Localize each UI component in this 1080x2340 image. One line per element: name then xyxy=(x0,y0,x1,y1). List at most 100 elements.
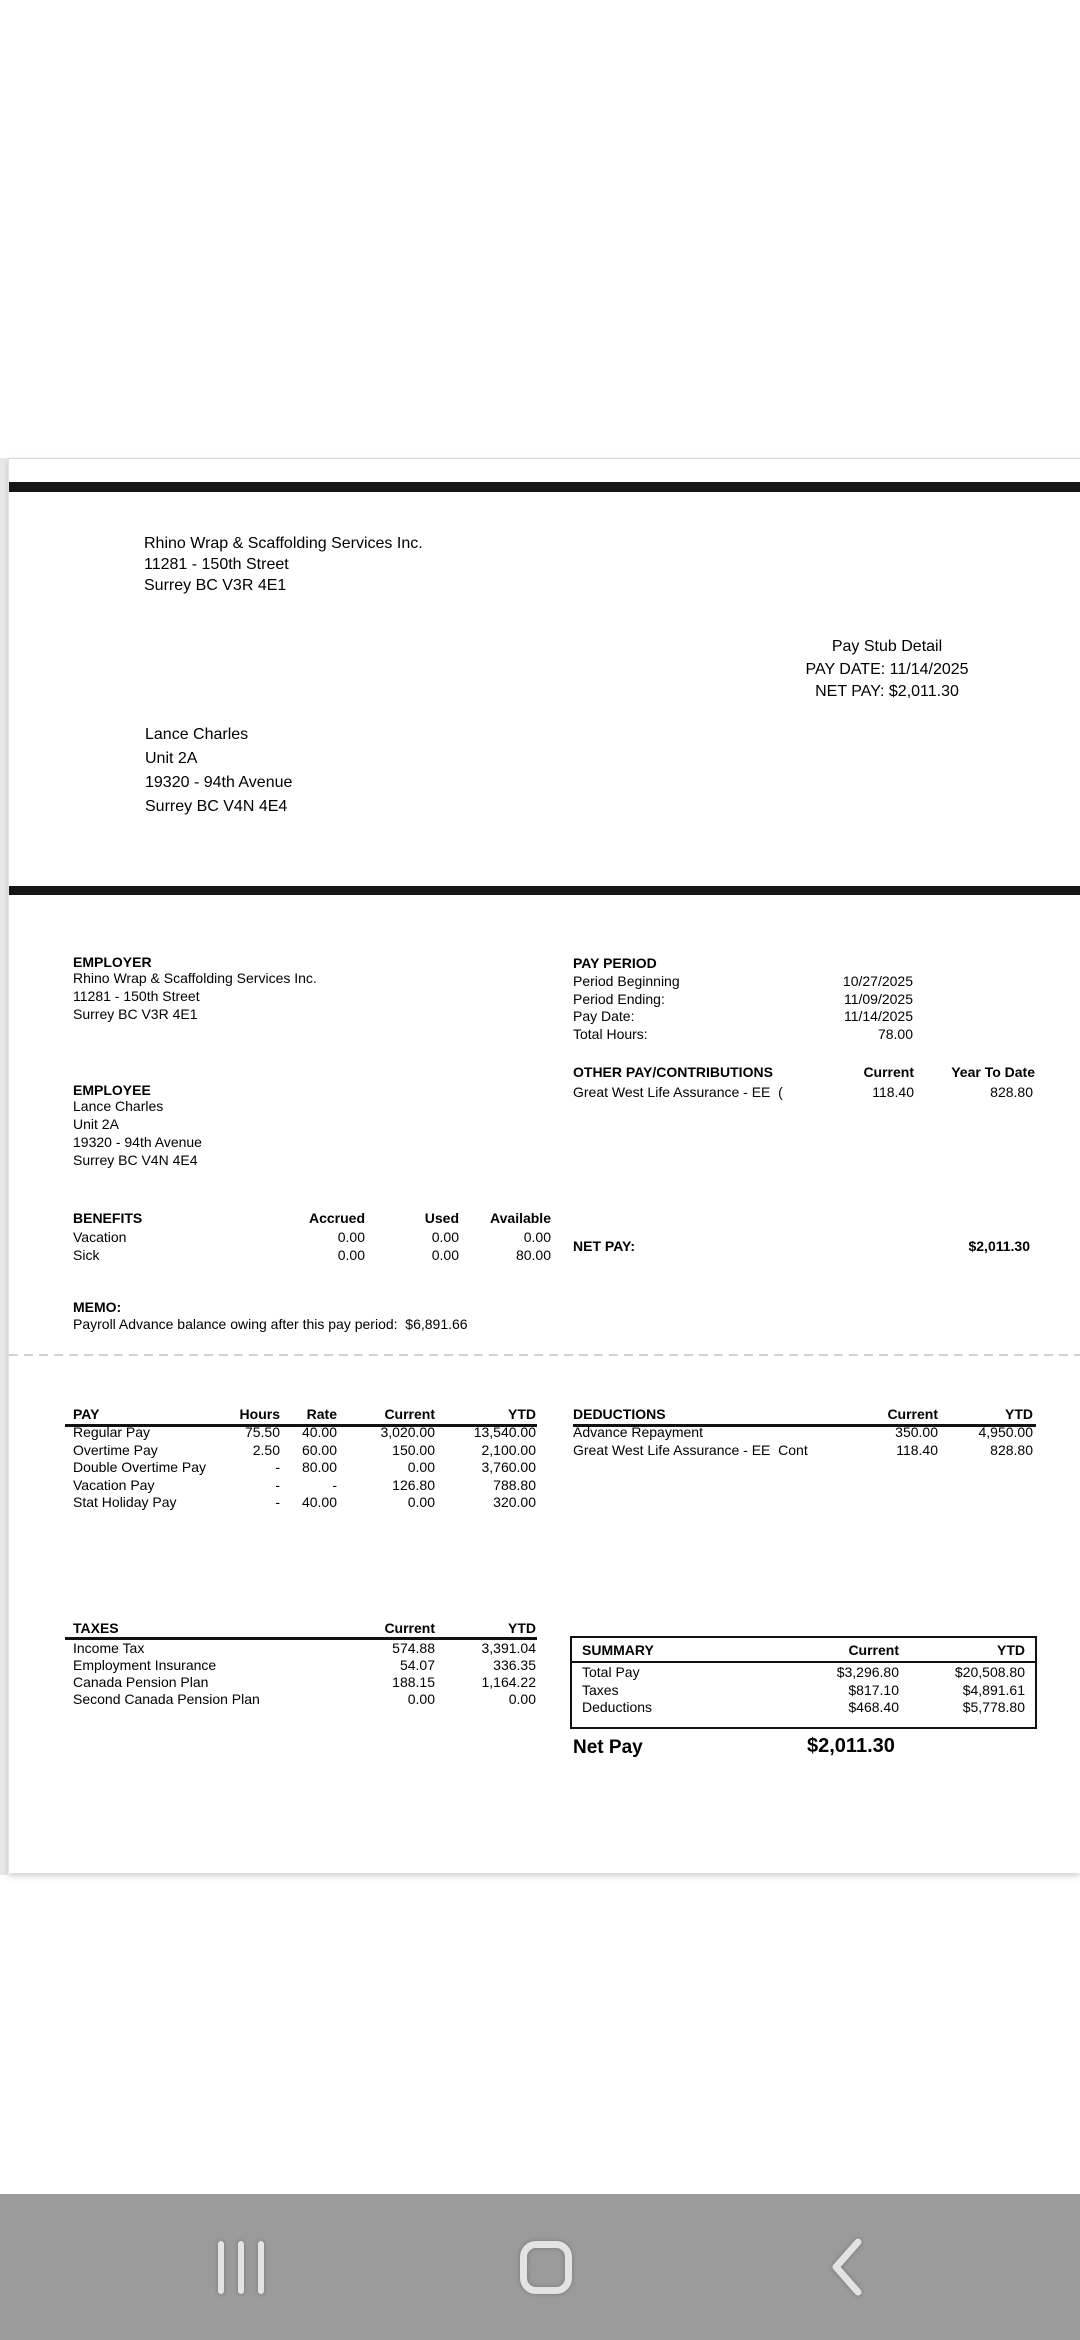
pay-row-value: 60.00 xyxy=(301,1441,337,1458)
taxes-row-label: Canada Pension Plan xyxy=(73,1674,209,1690)
back-icon xyxy=(832,2238,862,2296)
employee-street: 19320 - 94th Avenue xyxy=(145,774,293,791)
stub-net-pay: NET PAY: $2,011.30 xyxy=(815,683,959,700)
taxes-row-label: Second Canada Pension Plan xyxy=(73,1691,260,1707)
pay-row-label: Vacation Pay xyxy=(73,1476,155,1493)
recents-button[interactable] xyxy=(181,2202,301,2332)
benefits-value: 0.00 xyxy=(523,1229,551,1245)
summary-row-value: $20,508.80 xyxy=(954,1664,1025,1680)
taxes-col-ytd: YTD xyxy=(508,1620,536,1636)
employee-lines: Lance Charles Unit 2A 19320 - 94th Avenu… xyxy=(73,1098,202,1168)
net-pay-total-value: $2,011.30 xyxy=(807,1735,895,1757)
summary-row-value: $3,296.80 xyxy=(836,1664,899,1680)
summary-title: SUMMARY xyxy=(582,1642,654,1658)
benefits-col-used: Used xyxy=(424,1210,459,1226)
pay-row-value: 2,100.00 xyxy=(481,1441,537,1458)
summary-row-label: Taxes xyxy=(582,1681,619,1698)
pay-row-label: Double Overtime Pay xyxy=(73,1459,207,1475)
other-pay-row-current: 118.40 xyxy=(872,1084,914,1100)
pay-row-value: 3,760.00 xyxy=(481,1459,537,1475)
back-button[interactable] xyxy=(787,2202,907,2332)
pay-col-hours: Hours xyxy=(239,1406,280,1422)
net-pay-label: NET PAY: xyxy=(573,1238,635,1254)
summary-row-value: $468.40 xyxy=(848,1699,899,1715)
taxes-row-value: 188.15 xyxy=(392,1674,435,1690)
employee-title: EMPLOYEE xyxy=(73,1082,151,1098)
employee-city: Surrey BC V4N 4E4 xyxy=(145,798,288,815)
taxes-row-value: 1,164.22 xyxy=(481,1674,537,1690)
benefits-value: 0.00 xyxy=(337,1247,365,1263)
pay-period-values: 10/27/2025 11/09/2025 11/14/2025 78.00 xyxy=(842,973,913,1042)
stub-title: Pay Stub Detail xyxy=(831,638,943,655)
deductions-col-ytd: YTD xyxy=(1005,1406,1033,1422)
benefits-value: 0.00 xyxy=(431,1229,459,1245)
other-pay-row-ytd: 828.80 xyxy=(990,1084,1033,1100)
stub-pay-date: PAY DATE: 11/14/2025 xyxy=(805,660,969,678)
summary-row-label: Total Pay xyxy=(582,1664,640,1680)
pay-row-label: Stat Holiday Pay xyxy=(73,1494,177,1510)
summary-box: SUMMARY Current YTD Total Pay $3,296.80 … xyxy=(570,1636,1037,1729)
benefits-value: 0.00 xyxy=(337,1229,365,1245)
pay-period-title: PAY PERIOD xyxy=(573,955,657,971)
benefits-title: BENEFITS xyxy=(73,1210,143,1226)
taxes-row-label: Income Tax xyxy=(73,1640,145,1656)
divider-bar-top xyxy=(9,482,1080,492)
pay-period-labels: Period Beginning Period Ending: Pay Date… xyxy=(573,973,680,1042)
deductions-row-label: Advance Repayment xyxy=(573,1424,703,1440)
deductions-title: DEDUCTIONS xyxy=(573,1406,666,1422)
pdf-viewer-background xyxy=(0,458,8,1875)
pay-row-value: 2.50 xyxy=(252,1441,280,1458)
pay-row-value: 788.80 xyxy=(493,1476,536,1493)
net-pay-total-label: Net Pay xyxy=(573,1737,643,1758)
taxes-row-value: 0.00 xyxy=(407,1691,435,1707)
other-pay-col-current: Current xyxy=(863,1064,914,1080)
taxes-row-value: 336.35 xyxy=(493,1657,536,1673)
pay-col-ytd: YTD xyxy=(508,1406,536,1422)
divider-bar-middle xyxy=(9,886,1080,895)
pay-row-value: 0.00 xyxy=(407,1459,435,1475)
taxes-title: TAXES xyxy=(73,1620,119,1636)
benefits-col-accrued: Accrued xyxy=(308,1210,365,1226)
pay-row-value: - xyxy=(332,1476,337,1493)
summary-row-value: $4,891.61 xyxy=(962,1681,1025,1698)
pay-row-value: 13,540.00 xyxy=(473,1424,536,1440)
paystub-page[interactable]: Rhino Wrap & Scaffolding Services Inc. 1… xyxy=(8,458,1080,1873)
pay-table-title: PAY xyxy=(73,1406,100,1422)
pay-row-value: 40.00 xyxy=(301,1494,337,1510)
pay-row-label: Regular Pay xyxy=(73,1424,151,1440)
employee-address-block: Lance Charles Unit 2A 19320 - 94th Avenu… xyxy=(145,723,292,819)
benefits-col-available: Available xyxy=(490,1210,551,1226)
pay-row-value: 0.00 xyxy=(407,1494,435,1510)
pay-row-value: - xyxy=(275,1494,280,1510)
taxes-row-value: 574.88 xyxy=(392,1640,435,1656)
other-pay-col-ytd: Year To Date xyxy=(951,1064,1035,1080)
deductions-header-rule xyxy=(573,1424,1036,1427)
pay-header-rule xyxy=(65,1424,537,1427)
memo-text: Payroll Advance balance owing after this… xyxy=(73,1316,468,1332)
summary-header-rule xyxy=(572,1661,1035,1663)
home-button[interactable] xyxy=(486,2202,606,2332)
recents-icon xyxy=(218,2240,264,2294)
summary-row-label: Deductions xyxy=(582,1699,653,1715)
home-icon xyxy=(520,2240,572,2294)
company-address-block: Rhino Wrap & Scaffolding Services Inc. 1… xyxy=(144,533,423,596)
employer-title: EMPLOYER xyxy=(73,954,152,970)
employee-name: Lance Charles xyxy=(145,726,249,743)
taxes-row-label: Employment Insurance xyxy=(73,1657,217,1673)
summary-col-current: Current xyxy=(848,1642,899,1658)
memo-title: MEMO: xyxy=(73,1299,122,1315)
pay-row-label: Overtime Pay xyxy=(73,1441,158,1458)
deductions-row-value: 118.40 xyxy=(896,1441,938,1458)
company-city: Surrey BC V3R 4E1 xyxy=(144,577,287,594)
taxes-row-value: 0.00 xyxy=(508,1691,536,1707)
pay-row-value: 75.50 xyxy=(244,1424,280,1440)
pay-row-value: - xyxy=(275,1459,280,1475)
employer-lines: Rhino Wrap & Scaffolding Services Inc. 1… xyxy=(73,970,317,1022)
pay-row-value: 320.00 xyxy=(493,1494,536,1510)
taxes-header-rule xyxy=(65,1637,537,1640)
android-navbar xyxy=(0,2194,1080,2340)
dashed-separator xyxy=(9,1354,1080,1356)
deductions-row-value: 350.00 xyxy=(895,1424,938,1440)
deductions-row-value: 828.80 xyxy=(990,1441,1033,1458)
